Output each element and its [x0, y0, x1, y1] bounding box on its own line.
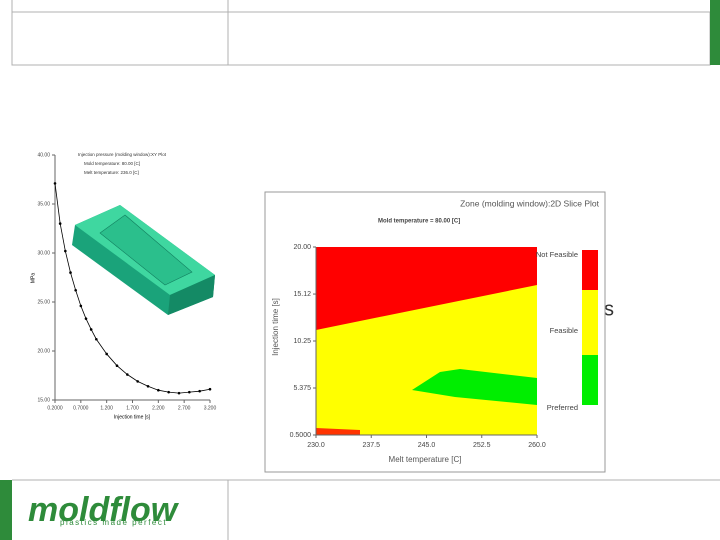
- marker: [157, 388, 160, 392]
- x-tick-label: 230.0: [307, 442, 325, 449]
- logo-name: moldflow: [28, 491, 180, 529]
- marker: [188, 390, 191, 394]
- marker: [74, 288, 77, 292]
- y-axis-label: Injection time [s]: [271, 298, 280, 356]
- marker: [64, 249, 67, 253]
- logo-tagline: plastics made perfect: [60, 518, 167, 527]
- header-accent: [710, 0, 720, 65]
- marker: [53, 182, 57, 185]
- marker: [198, 389, 201, 393]
- x-tick-label: 252.5: [473, 442, 491, 449]
- marker: [177, 391, 181, 395]
- marker: [84, 317, 88, 320]
- y-tick-label: 40.00: [37, 152, 50, 158]
- y-tick-label: 15.12: [293, 291, 311, 298]
- y-tick-label: 30.00: [37, 250, 50, 256]
- x-axis-label: Melt temperature [C]: [389, 455, 462, 464]
- x-tick-label: 0.2000: [47, 405, 63, 411]
- chart-subtitle: Mold temperature: 80.00 [C]: [84, 161, 140, 166]
- x-tick-label: 3.200: [204, 405, 217, 411]
- legend-label: Not Feasible: [536, 250, 578, 259]
- x-tick-label: 2.200: [152, 405, 165, 411]
- marker: [95, 337, 98, 341]
- x-tick-label: 245.0: [418, 442, 436, 449]
- x-tick-label: 2.700: [178, 405, 191, 411]
- y-tick-label: 0.5000: [290, 432, 312, 439]
- x-tick-label: 1.200: [100, 405, 113, 411]
- marker: [58, 222, 62, 225]
- y-axis-label: MPa: [30, 273, 36, 284]
- chart-subtitle: Melt temperature: 236.0 [C]: [84, 170, 139, 175]
- chart-subtitle: Mold temperature = 80.00 [C]: [378, 219, 460, 225]
- line: [54, 183, 211, 394]
- legend-label: Preferred: [547, 403, 578, 412]
- y-tick-label: 10.25: [293, 338, 311, 345]
- chart-title: Zone (molding window):2D Slice Plot: [460, 198, 600, 208]
- marker: [115, 364, 119, 368]
- x-tick-label: 0.7000: [73, 405, 89, 411]
- legend-swatch: [582, 250, 598, 290]
- y-tick-label: 5.375: [293, 385, 311, 392]
- footer-accent: [0, 480, 12, 540]
- marker: [69, 271, 72, 274]
- marker: [105, 352, 108, 356]
- marker: [167, 390, 170, 394]
- x-tick-label: 1.700: [126, 405, 139, 411]
- x-axis-label: Injection time [s]: [114, 414, 151, 420]
- zone-regions: [316, 247, 537, 435]
- y-tick-label: 25.00: [37, 299, 50, 305]
- x-tick-label: 260.0: [528, 442, 546, 449]
- chart-title: Injection pressure (molding window):XY P…: [78, 152, 167, 157]
- x-tick-label: 237.5: [362, 442, 380, 449]
- header-box: [11, 11, 711, 66]
- marker: [136, 380, 139, 383]
- y-tick-label: 20.00: [37, 348, 50, 354]
- marker: [146, 384, 150, 388]
- marker: [126, 373, 129, 376]
- marker: [79, 304, 83, 308]
- y-tick-label: 35.00: [37, 201, 50, 207]
- marker: [89, 328, 93, 331]
- legend-swatch: [582, 355, 598, 405]
- slide-text: s: [604, 298, 614, 320]
- legend-swatch: [582, 290, 598, 355]
- part-image: [72, 205, 215, 315]
- y-tick-label: 20.00: [293, 244, 311, 251]
- marker: [208, 387, 212, 391]
- y-tick-label: 15.00: [37, 397, 50, 403]
- legend-label: Feasible: [550, 326, 578, 335]
